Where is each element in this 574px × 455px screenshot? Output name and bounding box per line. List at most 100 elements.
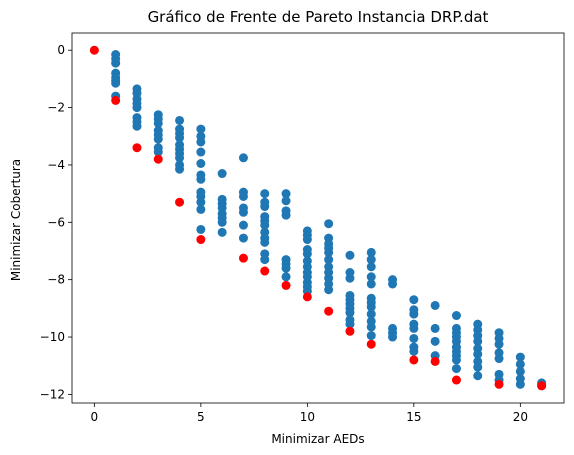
- solution-point: [281, 210, 291, 220]
- solution-point: [238, 220, 248, 230]
- solution-point: [196, 137, 206, 147]
- solution-point: [238, 153, 248, 163]
- solution-point: [196, 147, 206, 157]
- x-tick-label: 20: [513, 410, 528, 424]
- x-axis-ticks: 0 5 10 15 20: [91, 403, 528, 424]
- pareto-point: [153, 154, 163, 164]
- pareto-point: [366, 339, 376, 349]
- y-tick-label: 0: [57, 43, 65, 57]
- solution-point: [175, 115, 185, 125]
- solution-point: [515, 352, 525, 362]
- solution-point: [345, 250, 355, 260]
- y-tick-label: −8: [47, 273, 65, 287]
- solution-point: [175, 133, 185, 143]
- solution-point: [494, 339, 504, 349]
- solution-point: [515, 359, 525, 369]
- solution-point: [515, 379, 525, 389]
- solution-point: [217, 217, 227, 227]
- solution-point: [132, 121, 142, 131]
- solution-point: [366, 255, 376, 265]
- solution-point: [388, 332, 398, 342]
- solution-point: [196, 204, 206, 214]
- solution-point: [238, 233, 248, 243]
- solution-point: [324, 255, 334, 265]
- solution-point: [473, 362, 483, 372]
- solution-point: [409, 323, 419, 333]
- solution-point: [345, 319, 355, 329]
- scatter-markers: [89, 45, 547, 391]
- solution-point: [217, 227, 227, 237]
- solution-point: [324, 285, 334, 295]
- y-axis-label: Minimizar Cobertura: [9, 159, 23, 281]
- pareto-point: [196, 235, 206, 245]
- chart-title: Gráfico de Frente de Pareto Instancia DR…: [148, 8, 489, 26]
- solution-point: [260, 202, 270, 212]
- solution-point: [366, 302, 376, 312]
- solution-point: [132, 103, 142, 113]
- y-tick-label: −4: [47, 158, 65, 172]
- solution-point: [175, 164, 185, 174]
- pareto-point: [537, 381, 547, 391]
- solution-point: [366, 247, 376, 257]
- solution-point: [430, 336, 440, 346]
- solution-point: [196, 174, 206, 184]
- solution-point: [345, 273, 355, 283]
- y-tick-label: −2: [47, 101, 65, 115]
- x-tick-label: 0: [91, 410, 99, 424]
- solution-point: [451, 355, 461, 365]
- solution-point: [366, 272, 376, 282]
- solution-point: [409, 309, 419, 319]
- solution-point: [409, 295, 419, 305]
- pareto-point: [451, 375, 461, 385]
- y-tick-label: −6: [47, 215, 65, 229]
- solution-point: [153, 147, 163, 157]
- pareto-point: [260, 266, 270, 276]
- solution-point: [260, 237, 270, 247]
- solution-point: [473, 336, 483, 346]
- x-tick-label: 5: [197, 410, 205, 424]
- solution-point: [409, 333, 419, 343]
- x-axis-label: Minimizar AEDs: [271, 432, 364, 446]
- solution-point: [515, 366, 525, 376]
- solution-point: [281, 263, 291, 273]
- solution-point: [430, 300, 440, 310]
- solution-point: [217, 169, 227, 179]
- pareto-point: [132, 143, 142, 153]
- solution-point: [324, 219, 334, 229]
- solution-point: [260, 189, 270, 199]
- pareto-point: [430, 356, 440, 366]
- solution-point: [196, 224, 206, 234]
- pareto-point: [302, 292, 312, 302]
- pareto-front-series: [89, 45, 547, 391]
- solution-point: [260, 220, 270, 230]
- pareto-point: [238, 253, 248, 263]
- solution-point: [196, 159, 206, 169]
- y-axis-ticks: 0 −2 −4 −6 −8 −10 −12: [40, 43, 72, 401]
- pareto-point: [281, 280, 291, 290]
- solution-point: [366, 322, 376, 332]
- y-tick-label: −10: [40, 330, 65, 344]
- solution-point: [175, 153, 185, 163]
- solution-point: [196, 197, 206, 207]
- solution-point: [238, 207, 248, 217]
- solution-point: [281, 272, 291, 282]
- solution-point: [366, 331, 376, 341]
- pareto-point: [345, 326, 355, 336]
- solution-point: [409, 346, 419, 356]
- solution-point: [366, 262, 376, 272]
- solution-point: [281, 196, 291, 206]
- solution-point: [302, 235, 312, 245]
- solution-point: [111, 78, 121, 88]
- plot-frame: [71, 32, 565, 404]
- solution-point: [302, 249, 312, 259]
- y-tick-label: −12: [40, 387, 65, 401]
- solution-point: [388, 279, 398, 289]
- solution-point: [153, 118, 163, 128]
- x-tick-label: 10: [300, 410, 315, 424]
- pareto-point: [409, 355, 419, 365]
- solution-point: [260, 255, 270, 265]
- pareto-point: [175, 197, 185, 207]
- pareto-point: [494, 379, 504, 389]
